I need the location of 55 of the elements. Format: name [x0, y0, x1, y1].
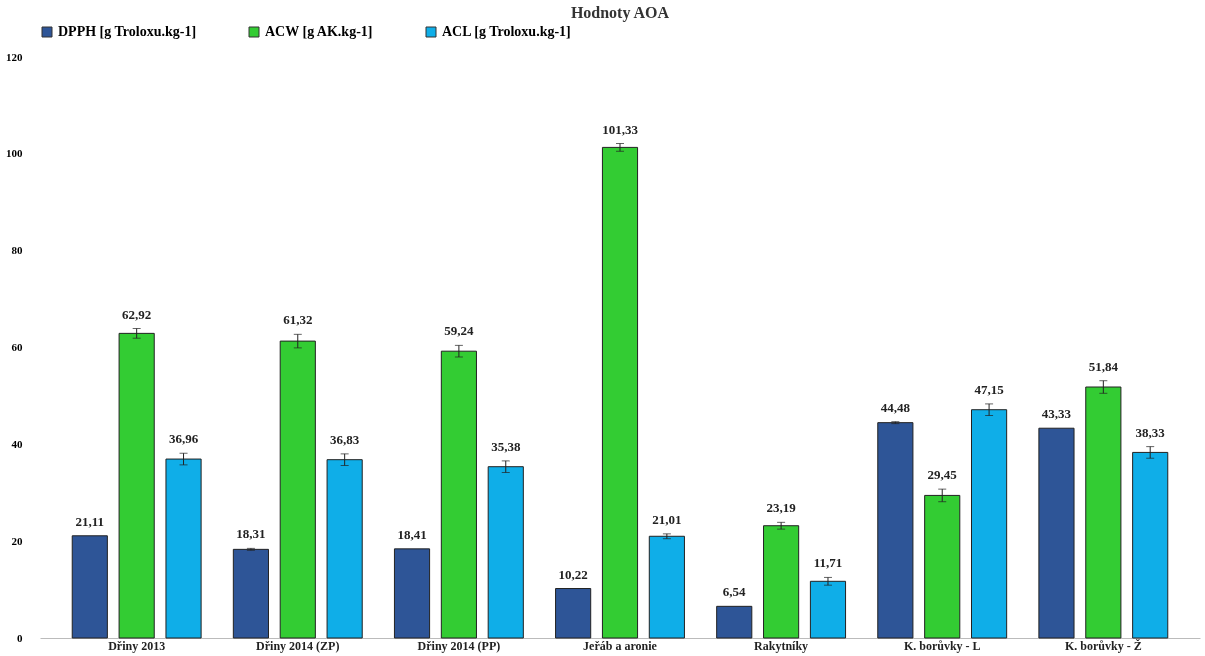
bar [555, 588, 592, 639]
data-label: 43,33 [1041, 406, 1072, 422]
data-label: 101,33 [602, 121, 639, 137]
x-tick-label: Jeřáb a aronie [583, 638, 658, 653]
data-label: 6,54 [722, 584, 747, 600]
data-label: 18,41 [397, 526, 427, 542]
data-label: 11,71 [813, 555, 843, 571]
bar [809, 580, 847, 639]
data-label: 61,32 [283, 312, 313, 328]
data-label: 29,45 [927, 467, 958, 483]
data-label: 36,83 [330, 431, 360, 447]
bar [924, 494, 961, 639]
bar [716, 605, 753, 639]
data-label: 35,38 [491, 438, 521, 454]
legend-label: DPPH [g Troloxu.kg-1] [58, 24, 197, 39]
x-tick-label: K. borůvky - L [903, 638, 981, 653]
x-tick-label: Dřiny 2014 (ZP) [256, 638, 340, 653]
data-label: 38,33 [1135, 424, 1166, 440]
bar [440, 350, 477, 639]
data-label: 59,24 [444, 323, 475, 339]
y-tick-label: 120 [6, 50, 23, 63]
bar [1132, 451, 1169, 639]
bar [393, 548, 431, 639]
bar [165, 458, 202, 639]
data-label: 62,92 [122, 306, 152, 322]
data-label: 21,11 [75, 513, 105, 529]
bar [763, 525, 800, 639]
x-tick-label: Dřiny 2013 [108, 638, 166, 653]
y-tick-label: 40 [11, 437, 23, 450]
bar [118, 332, 155, 639]
bar [71, 535, 108, 639]
y-tick-label: 100 [6, 147, 23, 160]
y-tick-label: 0 [17, 631, 23, 644]
legend-label: ACW [g AK.kg-1] [265, 24, 373, 39]
data-label: 23,19 [766, 500, 797, 516]
data-label: 18,31 [236, 526, 266, 542]
data-label: 47,15 [974, 381, 1005, 397]
y-tick-label: 60 [11, 341, 23, 353]
x-tick-label: Rakytníky [754, 638, 809, 653]
data-label: 51,84 [1088, 358, 1119, 374]
bar [601, 146, 639, 639]
bar [1038, 427, 1075, 639]
bar [232, 548, 269, 639]
bar [877, 422, 914, 639]
legend-label: ACL [g Troloxu.kg-1] [442, 24, 571, 39]
y-tick-label: 20 [11, 534, 23, 547]
bar [648, 535, 685, 639]
x-tick-label: K. borůvky - Ž [1064, 638, 1142, 653]
data-label: 36,96 [168, 431, 199, 447]
chart-title: Hodnoty AOA [570, 4, 670, 22]
x-tick-label: Dřiny 2014 (PP) [417, 638, 501, 653]
data-label: 10,22 [558, 566, 588, 582]
data-label: 21,01 [652, 511, 682, 527]
y-tick-label: 80 [11, 244, 23, 257]
data-label: 44,48 [880, 399, 911, 415]
